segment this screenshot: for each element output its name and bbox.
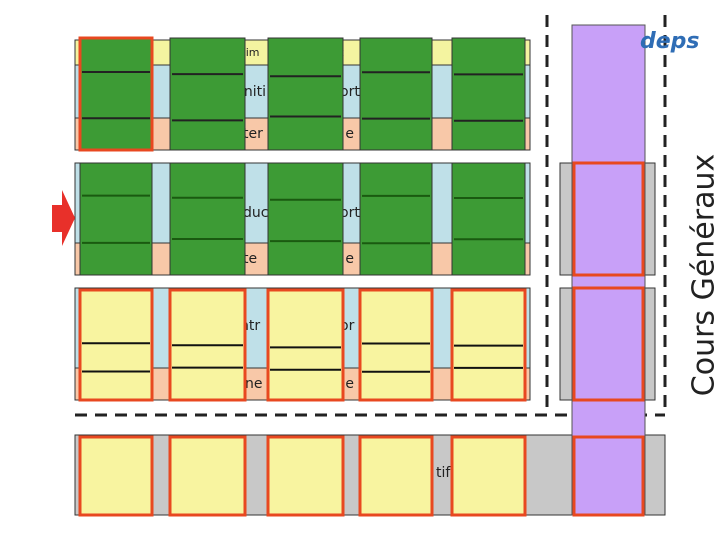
box bbox=[572, 435, 645, 517]
yellow-box bbox=[266, 435, 345, 517]
logo: deps bbox=[640, 29, 700, 54]
row-text: initi bbox=[240, 84, 266, 100]
yellow-box bbox=[358, 435, 434, 517]
row-text: ne bbox=[245, 376, 263, 392]
green-box bbox=[78, 36, 154, 152]
dashed-lines bbox=[75, 15, 667, 417]
yellow-box bbox=[266, 288, 345, 402]
arrow bbox=[52, 190, 75, 246]
row-text: tif bbox=[436, 465, 451, 481]
row-text: ort bbox=[340, 84, 360, 100]
side-title: Cours Généraux bbox=[687, 154, 720, 396]
row-text: ter bbox=[243, 126, 263, 142]
green-box bbox=[359, 162, 433, 276]
green-box bbox=[267, 162, 344, 276]
yellow-box bbox=[358, 288, 434, 402]
purple-boxes bbox=[572, 161, 645, 517]
columns bbox=[78, 36, 527, 517]
yellow-box bbox=[450, 435, 527, 517]
green-box bbox=[451, 37, 526, 151]
yellow-box bbox=[168, 435, 247, 517]
box bbox=[572, 286, 645, 402]
green-box bbox=[79, 162, 153, 276]
row-text: te bbox=[243, 251, 257, 267]
green-box bbox=[169, 162, 246, 276]
green-box bbox=[359, 37, 433, 151]
yellow-box bbox=[78, 435, 154, 517]
row-text: duc bbox=[243, 205, 268, 221]
green-box bbox=[451, 162, 526, 276]
box bbox=[572, 161, 645, 277]
green-box bbox=[169, 37, 246, 151]
row-text: ort bbox=[340, 205, 360, 221]
yellow-box bbox=[78, 288, 154, 402]
green-box bbox=[267, 37, 344, 151]
